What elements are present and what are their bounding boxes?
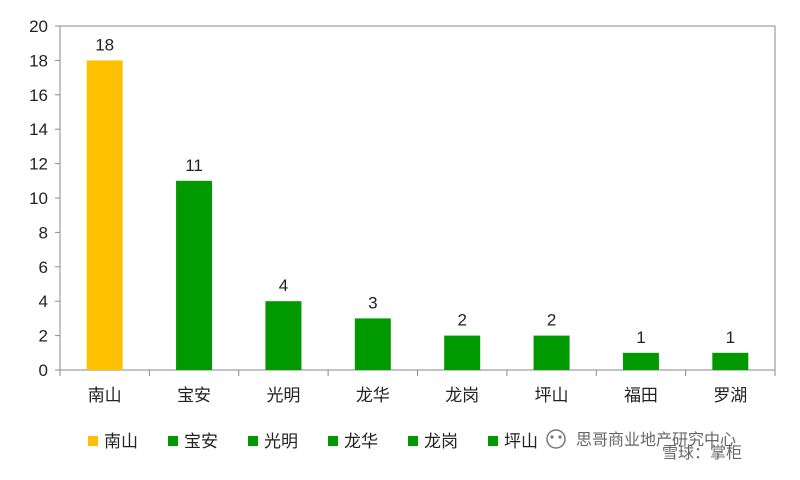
legend-label: 光明 — [264, 432, 298, 452]
data-label: 2 — [547, 311, 556, 330]
legend-swatch — [408, 436, 418, 446]
bar — [354, 318, 391, 370]
x-tick-label: 福田 — [624, 386, 658, 406]
legend-label: 南山 — [104, 432, 138, 452]
watermark-logo-icon — [546, 429, 566, 449]
y-tick-label: 18 — [29, 51, 48, 70]
watermark: 思哥商业地产研究中心 雪球：掌柜 — [546, 429, 742, 462]
x-tick-label: 龙华 — [356, 386, 390, 406]
legend-label: 坪山 — [504, 432, 538, 452]
plot-area-frame — [59, 25, 776, 371]
y-tick-label: 20 — [29, 17, 48, 36]
watermark-text-1: 思哥商业地产研究中心 — [576, 430, 736, 449]
bar — [444, 335, 481, 370]
x-tick-label: 南山 — [88, 386, 122, 406]
x-axis: 南山 宝安 光明 龙华 龙岗 坪山 福田 罗湖 — [59, 370, 776, 406]
x-tick-label: 宝安 — [177, 386, 211, 406]
legend-swatch — [328, 436, 338, 446]
data-label: 2 — [457, 311, 466, 330]
data-label: 11 — [185, 156, 203, 175]
data-label: 3 — [368, 293, 377, 312]
legend-swatch — [488, 436, 498, 446]
y-tick-label: 12 — [29, 155, 48, 174]
data-label: 1 — [636, 328, 645, 347]
x-tick-label: 龙岗 — [445, 386, 479, 406]
data-label: 1 — [726, 328, 735, 347]
data-label: 4 — [279, 276, 288, 295]
bar — [712, 352, 749, 370]
y-tick-label: 4 — [39, 292, 48, 311]
y-tick-label: 6 — [39, 258, 48, 277]
bar — [265, 301, 302, 370]
y-tick-label: 2 — [39, 327, 48, 346]
legend-label: 龙华 — [344, 432, 378, 452]
y-axis: 0 2 4 6 8 10 12 14 16 18 20 — [29, 17, 60, 380]
bar — [176, 180, 213, 370]
data-label: 18 — [95, 35, 114, 54]
legend-swatch — [88, 436, 98, 446]
x-tick-label: 光明 — [266, 386, 300, 406]
bar — [622, 352, 659, 370]
bar — [533, 335, 570, 370]
bar — [86, 60, 123, 371]
watermark-text-2: 雪球：掌柜 — [662, 443, 742, 462]
y-tick-label: 0 — [39, 361, 48, 380]
y-tick-label: 10 — [29, 189, 48, 208]
x-tick-label: 罗湖 — [713, 386, 747, 406]
legend-label: 龙岗 — [424, 432, 458, 452]
y-tick-label: 14 — [29, 120, 48, 139]
legend-swatch — [248, 436, 258, 446]
legend-label: 宝安 — [184, 432, 218, 452]
legend: 南山 宝安 光明 龙华 龙岗 坪山 — [88, 432, 538, 452]
x-tick-label: 坪山 — [535, 386, 569, 406]
legend-swatch — [168, 436, 178, 446]
y-tick-label: 8 — [39, 223, 48, 242]
bars — [86, 60, 749, 371]
y-tick-label: 16 — [29, 86, 48, 105]
